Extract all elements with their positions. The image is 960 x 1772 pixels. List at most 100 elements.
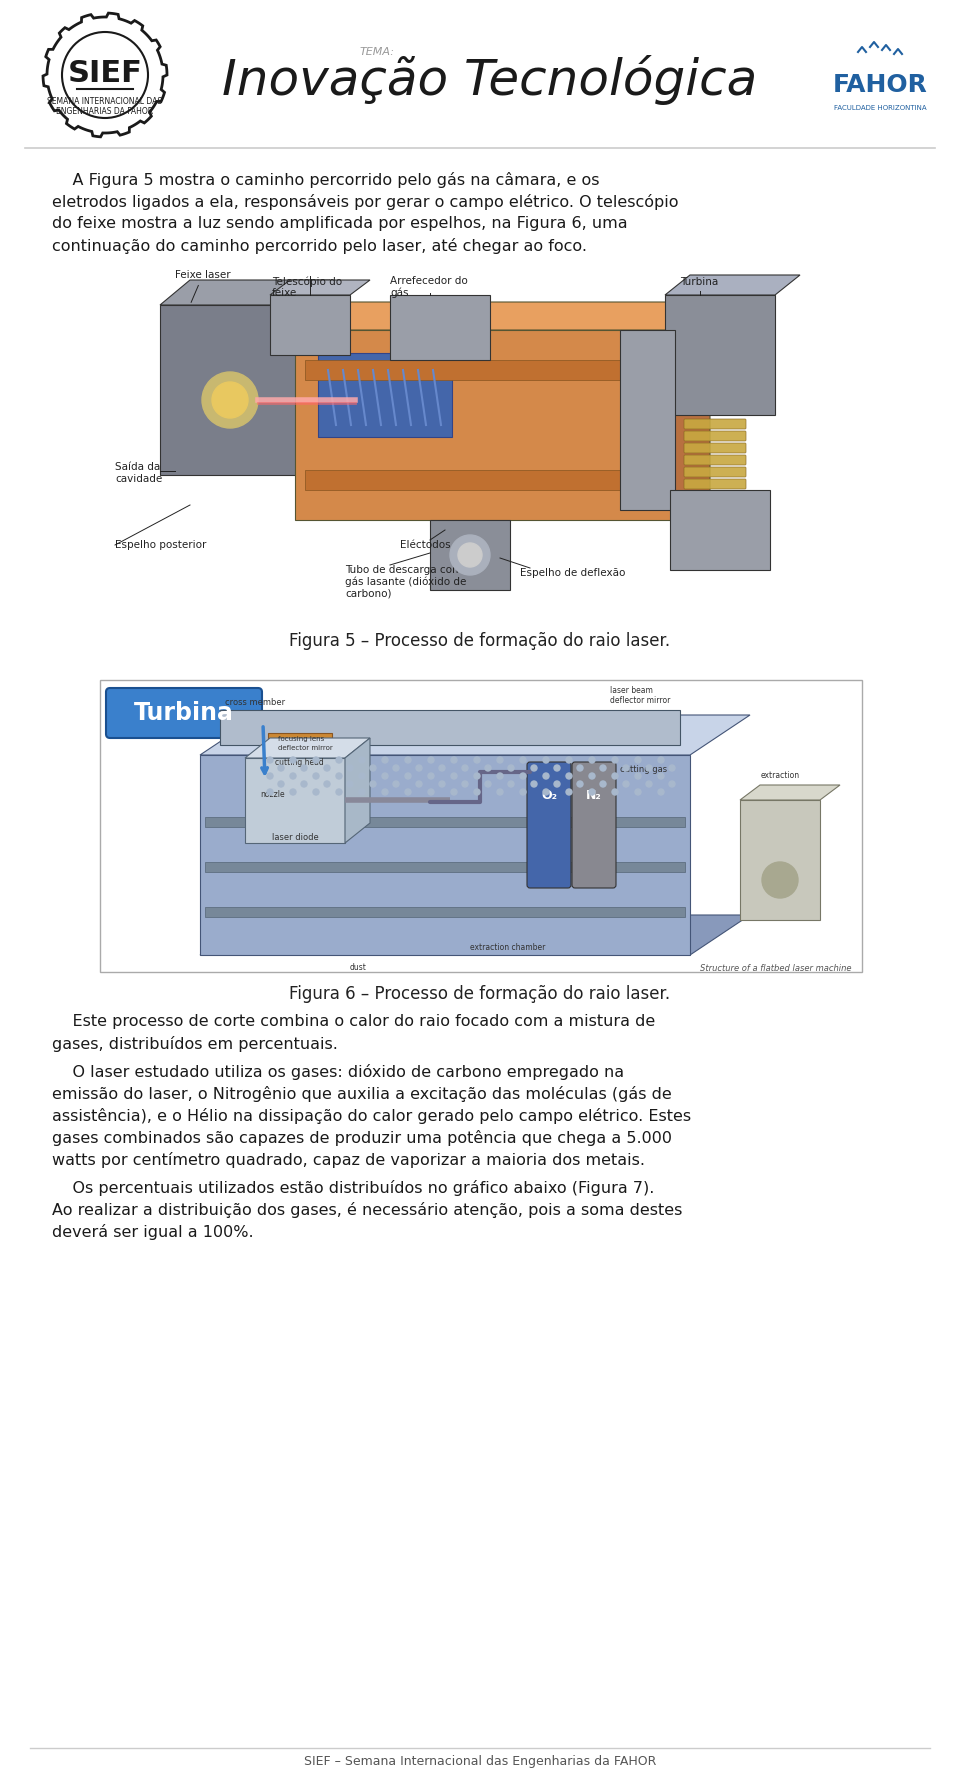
Circle shape bbox=[313, 757, 319, 764]
Circle shape bbox=[462, 781, 468, 787]
Circle shape bbox=[336, 757, 342, 764]
Text: do feixe mostra a luz sendo amplificada por espelhos, na Figura 6, uma: do feixe mostra a luz sendo amplificada … bbox=[52, 216, 628, 230]
Text: deverá ser igual a 100%.: deverá ser igual a 100%. bbox=[52, 1224, 253, 1240]
Text: Feixe laser: Feixe laser bbox=[175, 269, 230, 303]
Text: Espelho de deflexão: Espelho de deflexão bbox=[520, 569, 625, 578]
Circle shape bbox=[336, 773, 342, 780]
Circle shape bbox=[566, 789, 572, 796]
Circle shape bbox=[577, 781, 583, 787]
Circle shape bbox=[646, 781, 652, 787]
Circle shape bbox=[497, 757, 503, 764]
Circle shape bbox=[393, 766, 399, 771]
Circle shape bbox=[497, 773, 503, 780]
FancyBboxPatch shape bbox=[740, 799, 820, 920]
Text: cutting gas: cutting gas bbox=[620, 766, 667, 774]
Circle shape bbox=[566, 757, 572, 764]
Circle shape bbox=[382, 757, 388, 764]
Circle shape bbox=[612, 757, 618, 764]
Text: continuação do caminho percorrido pelo laser, até chegar ao foco.: continuação do caminho percorrido pelo l… bbox=[52, 237, 587, 253]
Circle shape bbox=[635, 789, 641, 796]
Polygon shape bbox=[245, 737, 370, 758]
Circle shape bbox=[497, 789, 503, 796]
Text: Telescópio do
feixe: Telescópio do feixe bbox=[272, 276, 342, 298]
Circle shape bbox=[405, 773, 411, 780]
Circle shape bbox=[450, 535, 490, 574]
Circle shape bbox=[324, 781, 330, 787]
Circle shape bbox=[267, 757, 273, 764]
Circle shape bbox=[600, 781, 606, 787]
Circle shape bbox=[267, 773, 273, 780]
Circle shape bbox=[520, 757, 526, 764]
Text: Turbina: Turbina bbox=[680, 276, 718, 287]
Text: Structure of a flatbed laser machine: Structure of a flatbed laser machine bbox=[701, 964, 852, 973]
Circle shape bbox=[623, 781, 629, 787]
FancyBboxPatch shape bbox=[205, 817, 685, 828]
Circle shape bbox=[439, 781, 445, 787]
Circle shape bbox=[485, 766, 491, 771]
FancyBboxPatch shape bbox=[684, 491, 746, 501]
Text: Eléctodos: Eléctodos bbox=[400, 540, 450, 549]
Circle shape bbox=[301, 781, 307, 787]
Polygon shape bbox=[200, 714, 750, 755]
Text: Tubo de descarga com
gás lasante (dióxido de
carbono): Tubo de descarga com gás lasante (dióxid… bbox=[345, 565, 467, 599]
Circle shape bbox=[428, 789, 434, 796]
Circle shape bbox=[416, 781, 422, 787]
Text: watts por centímetro quadrado, capaz de vaporizar a maioria dos metais.: watts por centímetro quadrado, capaz de … bbox=[52, 1152, 645, 1168]
FancyBboxPatch shape bbox=[684, 503, 746, 514]
Text: A Figura 5 mostra o caminho percorrido pelo gás na câmara, e os: A Figura 5 mostra o caminho percorrido p… bbox=[52, 172, 599, 188]
Text: Este processo de corte combina o calor do raio focado com a mistura de: Este processo de corte combina o calor d… bbox=[52, 1014, 656, 1030]
FancyBboxPatch shape bbox=[684, 478, 746, 489]
Circle shape bbox=[531, 766, 537, 771]
Circle shape bbox=[520, 773, 526, 780]
Text: deflector mirror: deflector mirror bbox=[610, 696, 670, 705]
Circle shape bbox=[405, 757, 411, 764]
Circle shape bbox=[382, 773, 388, 780]
Circle shape bbox=[474, 789, 480, 796]
Circle shape bbox=[612, 773, 618, 780]
Circle shape bbox=[278, 766, 284, 771]
Text: extraction: extraction bbox=[760, 771, 800, 780]
Circle shape bbox=[290, 773, 296, 780]
Polygon shape bbox=[665, 275, 800, 294]
FancyBboxPatch shape bbox=[295, 330, 675, 519]
Circle shape bbox=[577, 766, 583, 771]
Circle shape bbox=[439, 766, 445, 771]
Text: Espelho posterior: Espelho posterior bbox=[115, 540, 206, 549]
FancyBboxPatch shape bbox=[684, 418, 746, 429]
FancyBboxPatch shape bbox=[106, 688, 262, 737]
Polygon shape bbox=[43, 12, 167, 136]
Circle shape bbox=[635, 773, 641, 780]
Text: eletrodos ligados a ela, responsáveis por gerar o campo elétrico. O telescópio: eletrodos ligados a ela, responsáveis po… bbox=[52, 193, 679, 211]
FancyBboxPatch shape bbox=[305, 360, 665, 379]
Circle shape bbox=[212, 383, 248, 418]
FancyBboxPatch shape bbox=[684, 455, 746, 464]
Circle shape bbox=[313, 773, 319, 780]
Text: Inovação Tecnológica: Inovação Tecnológica bbox=[223, 55, 757, 105]
Circle shape bbox=[451, 757, 457, 764]
FancyBboxPatch shape bbox=[684, 516, 746, 525]
Circle shape bbox=[324, 766, 330, 771]
Circle shape bbox=[646, 766, 652, 771]
Polygon shape bbox=[160, 280, 330, 305]
FancyBboxPatch shape bbox=[245, 758, 345, 843]
Circle shape bbox=[405, 789, 411, 796]
Text: Turbina: Turbina bbox=[134, 702, 234, 725]
Polygon shape bbox=[345, 737, 370, 843]
FancyBboxPatch shape bbox=[318, 353, 452, 438]
Circle shape bbox=[658, 789, 664, 796]
Text: Ao realizar a distribuição dos gases, é necessário atenção, pois a soma destes: Ao realizar a distribuição dos gases, é … bbox=[52, 1201, 683, 1217]
Text: N₂: N₂ bbox=[587, 789, 602, 801]
FancyBboxPatch shape bbox=[160, 305, 300, 475]
Circle shape bbox=[474, 773, 480, 780]
Text: FAHOR: FAHOR bbox=[832, 73, 927, 97]
Polygon shape bbox=[270, 280, 370, 294]
Circle shape bbox=[669, 781, 675, 787]
Circle shape bbox=[543, 773, 549, 780]
FancyBboxPatch shape bbox=[220, 711, 680, 744]
Circle shape bbox=[359, 789, 365, 796]
Circle shape bbox=[359, 773, 365, 780]
Circle shape bbox=[531, 781, 537, 787]
Polygon shape bbox=[290, 785, 310, 796]
Circle shape bbox=[635, 757, 641, 764]
Polygon shape bbox=[675, 301, 710, 519]
